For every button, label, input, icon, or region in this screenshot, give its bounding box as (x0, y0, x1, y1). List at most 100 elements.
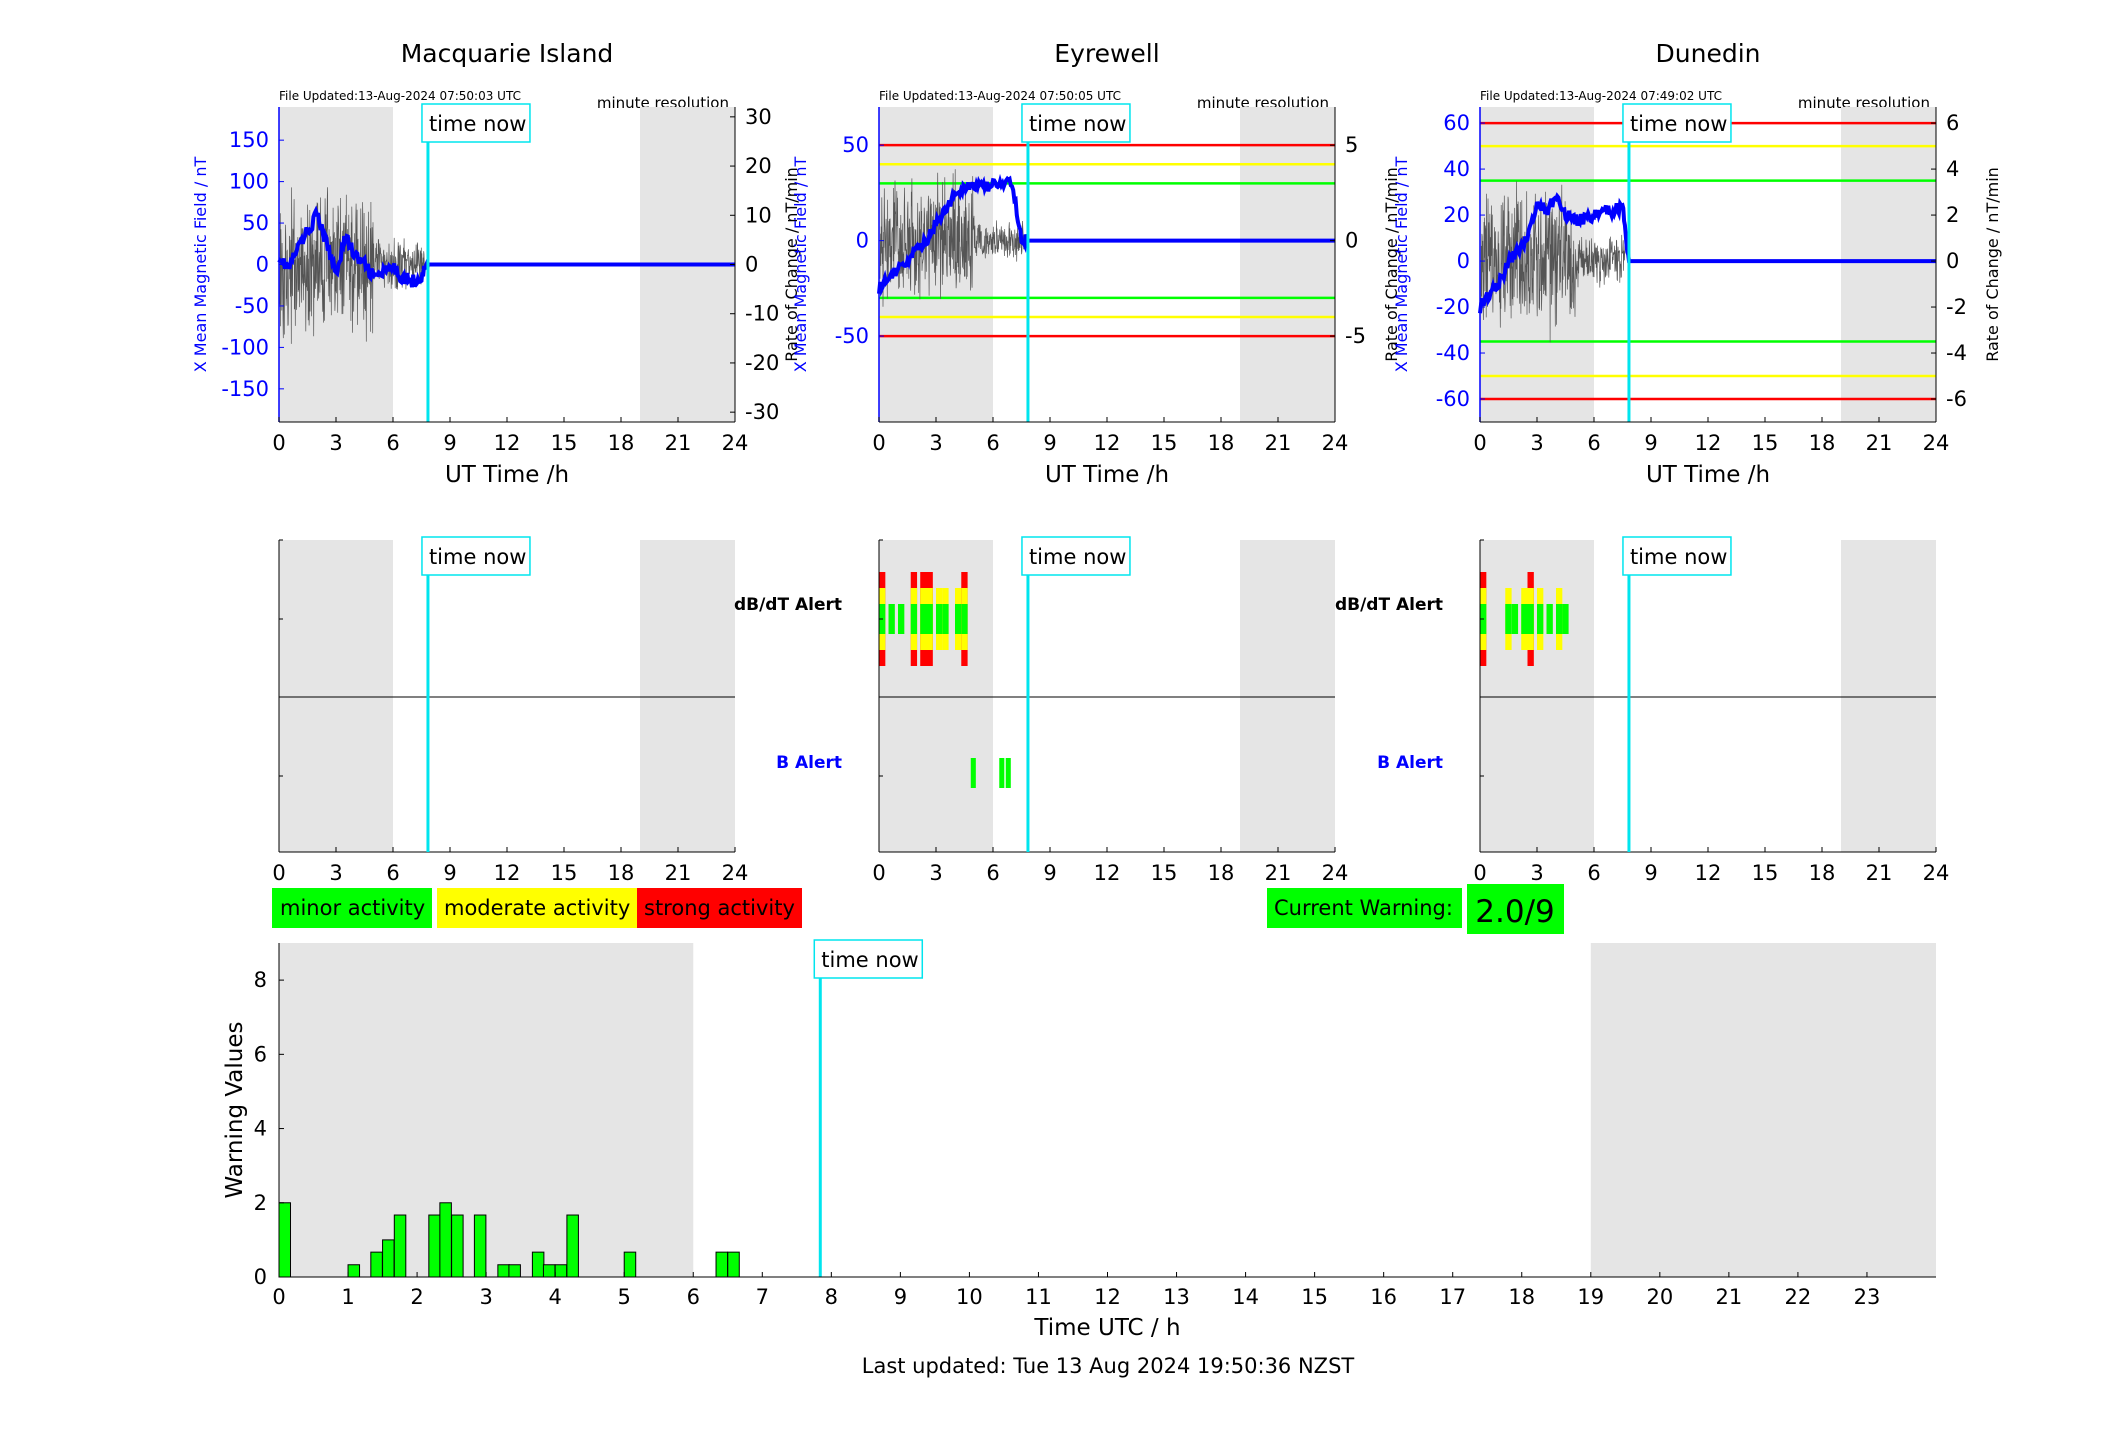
alert-panel: time now 0 3 6 9 12 15 18 21 24 dB/dT Alert B Alert (1335, 536, 1949, 885)
right-tick-label: 0 (1946, 249, 1959, 273)
x-tick-label: 6 (687, 1285, 700, 1309)
dbdt-alert-bar (926, 604, 933, 634)
time-now-label: time now (1029, 545, 1126, 569)
y-tick-label: 4 (254, 1117, 267, 1141)
time-now-box (1021, 536, 1131, 576)
station-title: Eyrewell (1054, 39, 1159, 68)
y-tick-label: 8 (254, 968, 267, 992)
x-tick-label: 12 (1695, 861, 1722, 885)
x-tick-label: 18 (1809, 431, 1836, 455)
night-shading (279, 540, 393, 852)
warning-bar (382, 1239, 395, 1278)
time-now-box (1622, 536, 1732, 576)
x-tick-label: 15 (1752, 431, 1779, 455)
warning-bar (278, 1202, 292, 1278)
b-alert-bar (999, 758, 1005, 788)
x-tick-label: 6 (1587, 861, 1600, 885)
legend-strong-label: strong activity (644, 896, 795, 920)
y-tick-label: 2 (254, 1191, 267, 1215)
x-tick-label: 0 (272, 431, 285, 455)
left-tick-label: 100 (229, 170, 269, 194)
x-tick-label: 21 (1866, 431, 1893, 455)
x-tick-label: 12 (1695, 431, 1722, 455)
current-warning-value: 2.0/9 (1475, 894, 1554, 930)
left-tick-label: 40 (1443, 157, 1470, 181)
dbdt-alert-bar (1537, 604, 1544, 634)
field-series (277, 205, 735, 288)
field-series (1478, 192, 1936, 314)
x-tick-label: 12 (1094, 431, 1121, 455)
x-tick-label: 24 (722, 431, 749, 455)
y-tick-label: 6 (254, 1042, 267, 1066)
left-axis-label: X Mean Magnetic Field / nT (791, 157, 810, 373)
station-title: Dunedin (1656, 39, 1761, 68)
time-now-label: time now (1630, 112, 1727, 136)
left-tick-label: -40 (1436, 341, 1470, 365)
dbdt-alert-bar (961, 604, 968, 634)
x-tick-label: 12 (494, 861, 521, 885)
x-tick-label: 15 (551, 861, 578, 885)
right-tick-label: -5 (1345, 324, 1366, 348)
x-tick-label: 15 (1752, 861, 1779, 885)
time-now-label: time now (1630, 545, 1727, 569)
x-tick-label: 2 (410, 1285, 423, 1309)
warning-bar (428, 1214, 441, 1278)
dbdt-alert-bar (1562, 604, 1569, 634)
b-alert-bar (1005, 758, 1011, 788)
x-tick-label: 22 (1785, 1285, 1812, 1309)
x-tick-label: 15 (551, 431, 578, 455)
time-now-label: time now (1029, 112, 1126, 136)
warning-bar (393, 1214, 407, 1278)
x-tick-label: 15 (1301, 1285, 1328, 1309)
x-tick-label: 13 (1163, 1285, 1190, 1309)
x-axis-label: UT Time /h (1646, 462, 1770, 488)
x-tick-label: 0 (1473, 431, 1486, 455)
dbdt-alert-bar (1556, 604, 1563, 634)
x-tick-label: 21 (665, 431, 692, 455)
file-updated-label: File Updated:13-Aug-2024 07:50:05 UTC (879, 89, 1121, 103)
night-shading (1841, 107, 1936, 422)
x-tick-label: 1 (341, 1285, 354, 1309)
dbdt-alert-bar (888, 604, 895, 634)
right-axis-label: Rate of Change / nT/min (782, 167, 801, 362)
x-tick-label: 21 (665, 861, 692, 885)
x-tick-label: 23 (1854, 1285, 1881, 1309)
x-tick-label: 9 (1043, 431, 1056, 455)
x-tick-label: 6 (986, 861, 999, 885)
x-tick-label: 9 (894, 1285, 907, 1309)
x-tick-label: 6 (1587, 431, 1600, 455)
warning-bar (508, 1264, 521, 1278)
x-tick-label: 6 (386, 861, 399, 885)
night-shading (640, 540, 735, 852)
right-tick-label: -20 (745, 351, 779, 375)
right-axis-label: Rate of Change / nT/min (1983, 167, 2002, 362)
left-axis-label: X Mean Magnetic Field / nT (191, 157, 210, 373)
dbdt-alert-bar (1527, 604, 1534, 634)
x-tick-label: 20 (1646, 1285, 1673, 1309)
x-tick-label: 15 (1151, 431, 1178, 455)
x-tick-label: 3 (1530, 861, 1543, 885)
last-updated: Last updated: Tue 13 Aug 2024 19:50:36 N… (862, 1354, 1355, 1378)
warning-bar (554, 1264, 568, 1278)
left-tick-label: 0 (856, 229, 869, 253)
x-tick-label: 3 (1530, 431, 1543, 455)
field-panel: Eyrewell File Updated:13-Aug-2024 07:50:0… (791, 39, 1401, 488)
x-tick-label: 9 (1043, 861, 1056, 885)
right-tick-label: -2 (1946, 295, 1967, 319)
right-axis-label: Rate of Change / nT/min (1382, 167, 1401, 362)
left-tick-label: 0 (256, 253, 269, 277)
warning-bar (531, 1251, 545, 1278)
right-tick-label: -4 (1946, 341, 1967, 365)
x-tick-label: 0 (272, 861, 285, 885)
right-tick-label: -6 (1946, 387, 1967, 411)
x-tick-label: 19 (1577, 1285, 1604, 1309)
right-tick-label: 0 (745, 253, 758, 277)
alert-panel: time now 0 3 6 9 12 15 18 21 24 dB/dT Alert B Alert (734, 536, 1348, 885)
left-tick-label: -150 (221, 377, 269, 401)
right-tick-label: 2 (1946, 203, 1959, 227)
x-tick-label: 3 (479, 1285, 492, 1309)
x-tick-label: 24 (722, 861, 749, 885)
x-tick-label: 3 (329, 861, 342, 885)
dbdt-alert-label: dB/dT Alert (734, 595, 842, 615)
